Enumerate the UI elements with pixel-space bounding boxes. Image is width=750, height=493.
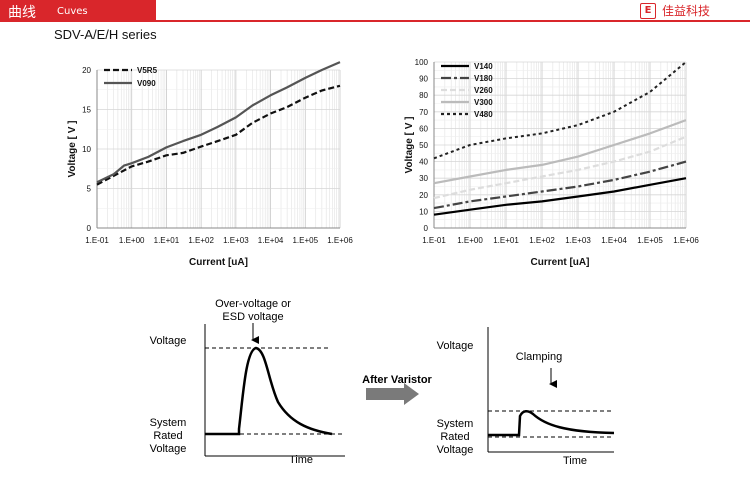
chart2-legend-label-v300: V300: [474, 98, 493, 107]
right-base-label3: Voltage: [437, 444, 474, 456]
section-subtitle: Cuves: [57, 6, 88, 17]
left-xlabel: Time: [289, 454, 313, 466]
chart2-y-tick-label: 0: [424, 224, 429, 233]
chart2-y-tick-label: 100: [415, 58, 429, 67]
chart1-y-tick-label: 10: [82, 145, 91, 154]
chart2-legend-label-v480: V480: [474, 110, 493, 119]
chart2-y-tick-label: 70: [419, 108, 428, 117]
header-bar: 曲线 Cuves E 佳益科技: [0, 0, 750, 22]
chart2-series-line-v260: [433, 135, 687, 200]
chart2-series-line-v140: [433, 177, 687, 216]
chart1-x-tick-label: 1.E+04: [258, 236, 284, 245]
peak-label-line2: ESD voltage: [222, 311, 283, 323]
chart2-x-axis-label: Current [uA]: [531, 257, 590, 268]
chart2-series-line-v300: [433, 119, 687, 185]
logo-mark-icon: E: [639, 2, 656, 19]
chart2-y-tick-label: 20: [419, 191, 428, 200]
right-xlabel: Time: [563, 455, 587, 467]
right-arrow-icon: [366, 383, 419, 405]
chart2-y-tick-label: 80: [419, 91, 428, 100]
header-rule: [0, 20, 750, 22]
chart1-x-tick-label: 1.E+00: [119, 236, 145, 245]
section-title: 曲线: [8, 5, 36, 21]
left-base-label3: Voltage: [150, 443, 187, 455]
chart2-x-tick-label: 1.E+04: [601, 236, 627, 245]
chart1-y-tick-label: 0: [87, 224, 92, 233]
chart2-y-tick-label: 40: [419, 158, 428, 167]
chart2-legend-label-v180: V180: [474, 74, 493, 83]
chart1-x-tick-label: 1.E+01: [154, 236, 180, 245]
chart2-legend-label-v140: V140: [474, 62, 493, 71]
right-ylabel: Voltage: [437, 340, 474, 352]
header-red-band: [0, 0, 156, 20]
chart2-x-tick-label: 1.E-01: [422, 236, 446, 245]
chart2-y-tick-label: 10: [419, 207, 428, 216]
chart1-x-axis-label: Current [uA]: [189, 257, 248, 268]
chart1-x-tick-label: 1.E+02: [188, 236, 214, 245]
clamp-label: Clamping: [516, 351, 562, 363]
chart2-y-tick-label: 90: [419, 75, 428, 84]
chart2-legend-label-v260: V260: [474, 86, 493, 95]
chart2-x-tick-label: 1.E+01: [493, 236, 519, 245]
chart2-y-axis-label: Voltage [ V ]: [404, 116, 415, 173]
chart2-x-tick-label: 1.E+00: [457, 236, 483, 245]
chart1-x-tick-label: 1.E-01: [85, 236, 109, 245]
left-ylabel: Voltage: [150, 335, 187, 347]
chart2-x-tick-label: 1.E+06: [673, 236, 699, 245]
brand-logo: E 佳益科技: [639, 2, 710, 19]
chart2-y-tick-label: 50: [419, 141, 428, 150]
chart2-series-line-v180: [433, 160, 687, 210]
chart2-x-tick-label: 1.E+02: [529, 236, 555, 245]
left-surge-curve: [205, 346, 333, 436]
logo-text: 佳益科技: [661, 4, 710, 18]
right-base-label1: System: [437, 418, 474, 430]
chart1-y-tick-label: 5: [87, 185, 92, 194]
chart1-x-tick-label: 1.E+05: [292, 236, 318, 245]
right-base-label2: Rated: [440, 431, 469, 443]
series-title: SDV-A/E/H series: [54, 27, 157, 42]
chart1-series-line-v5r5: [96, 84, 341, 186]
chart2-x-tick-label: 1.E+05: [637, 236, 663, 245]
chart1-y-tick-label: 20: [82, 66, 91, 75]
arrow-label: After Varistor: [362, 374, 432, 386]
chart1-legend-label-v090: V090: [137, 79, 156, 88]
chart1-x-tick-label: 1.E+06: [327, 236, 353, 245]
left-base-label2: Rated: [153, 430, 182, 442]
left-diagram: Over-voltage or ESD voltage Voltage Syst…: [150, 298, 345, 466]
right-clamped-curve: [488, 410, 615, 437]
right-diagram: Clamping Voltage System Rated Voltage Ti…: [437, 327, 615, 467]
chart2-x-tick-label: 1.E+03: [565, 236, 591, 245]
chart1-legend-label-v5r5: V5R5: [137, 66, 158, 75]
chart1-x-tick-label: 1.E+03: [223, 236, 249, 245]
peak-label-line1: Over-voltage or: [215, 298, 291, 310]
after-varistor-arrow: After Varistor: [362, 374, 433, 405]
chart2-y-tick-label: 60: [419, 124, 428, 133]
chart1-y-tick-label: 15: [82, 106, 91, 115]
chart1-series-line-v090: [96, 61, 341, 184]
chart1-y-axis-label: Voltage [ V ]: [67, 120, 78, 177]
left-base-label1: System: [150, 417, 187, 429]
chart2-y-tick-label: 30: [419, 174, 428, 183]
chart2-series-line-v480: [433, 61, 687, 160]
